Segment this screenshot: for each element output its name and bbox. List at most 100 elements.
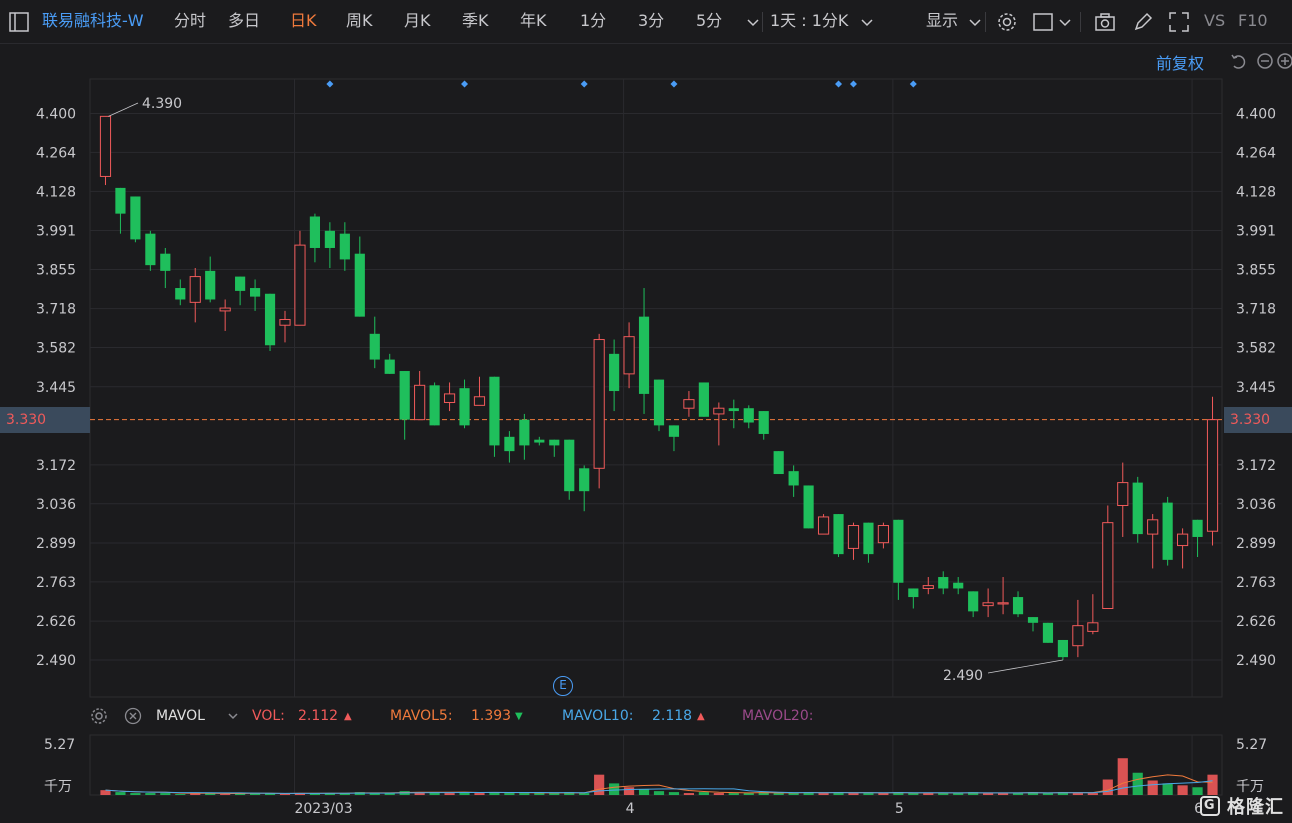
candle-body [1102,522,1114,609]
pencil-icon[interactable] [1132,11,1154,33]
volume-bar [564,792,575,795]
volume-bar [953,793,964,795]
layout-icon[interactable] [1032,11,1054,33]
camera-icon[interactable] [1094,11,1116,33]
candle-body [833,514,844,555]
candle-body [399,371,410,420]
f10-button[interactable]: F10 [1238,11,1268,30]
close-icon[interactable] [124,707,142,725]
candle-body [877,525,889,544]
volume-bar [863,793,874,795]
mavol5-line [105,774,1213,794]
candle-body [817,516,830,535]
price-tick-right: 2.899 [1236,536,1276,552]
display-menu[interactable]: 显示 [926,11,959,30]
volume-bar [369,793,380,795]
event-diamond-icon [835,80,843,88]
tab-daily-k[interactable]: 日K [290,11,317,30]
volume-bar [623,787,635,795]
volume-bar [100,790,111,795]
tab-1min[interactable]: 1分 [580,11,607,30]
stock-title[interactable]: 联易融科技-W [42,11,144,30]
tab-quarterly-k[interactable]: 季K [462,11,489,30]
tab-yearly-k[interactable]: 年K [520,11,547,30]
price-tick-left: 3.855 [36,262,76,278]
price-tick-right: 3.582 [1236,341,1276,357]
price-tick-right: 3.991 [1236,224,1276,240]
candle-body [309,216,321,248]
event-diamond-icon [580,80,588,88]
volume-bar [788,793,799,795]
mavol10-value: 2.118 [652,708,693,724]
tab-weekly-k[interactable]: 周K [346,11,373,30]
adjust-type[interactable]: 前复权 [1156,54,1205,73]
sidebar-toggle-icon[interactable] [8,11,30,33]
undo-icon[interactable] [1230,52,1248,70]
volume-bar [848,793,859,795]
candle-body [728,408,739,412]
candle-body [653,379,665,426]
volume-bar [504,793,515,795]
tab-monthly-k[interactable]: 月K [404,11,431,30]
candle-body [968,591,979,612]
toolbar: 联易融科技-W 分时 多日 日K 周K 月K 季K 年K 1分 3分 5分 1天… [0,0,1292,44]
price-tick-left: 2.626 [36,614,76,630]
volume-bar [818,793,829,795]
gear-icon[interactable] [90,707,108,725]
tab-5min[interactable]: 5分 [696,11,723,30]
volume-bar [713,793,724,795]
volume-bar [205,793,216,795]
volume-bar [474,793,485,795]
volume-bar [235,793,246,795]
price-tick-right: 4.128 [1236,184,1276,200]
candle-body [99,115,112,177]
chevron-down-icon[interactable] [742,11,764,33]
gear-icon[interactable] [996,11,1018,33]
tab-3min[interactable]: 3分 [638,11,665,30]
candle-body [668,425,680,437]
chevron-down-icon[interactable] [964,11,986,33]
zoom-out-icon[interactable] [1256,52,1274,70]
event-diamond-icon [461,80,469,88]
candle-body [623,336,635,375]
volume-bar [1087,793,1098,795]
volume-tick-left: 5.27 [44,737,75,753]
mavol10-label: MAVOL10: [562,708,634,724]
candle-body [354,253,365,317]
vs-button[interactable]: VS [1204,11,1226,30]
tab-multiday[interactable]: 多日 [228,11,261,30]
volume-bar [893,792,904,795]
volume-tick-left: 千万 [44,779,72,795]
period-select[interactable]: 1天 : 1分K [770,11,849,30]
price-tick-right: 3.718 [1236,302,1276,318]
volume-bar [997,793,1009,795]
chevron-down-icon[interactable] [856,11,878,33]
volume-bar [1072,793,1083,795]
candle-body [579,468,590,492]
zoom-in-icon[interactable] [1276,52,1292,70]
chevron-down-icon[interactable] [1054,11,1076,33]
chevron-down-icon[interactable] [224,707,242,725]
event-marker[interactable]: E [553,676,573,696]
indicator-name[interactable]: MAVOL [156,708,205,724]
volume-bar [833,792,844,795]
candle-body [1027,617,1039,623]
volume-bar [743,793,754,795]
arrow-down-icon: ▼ [515,711,523,722]
candle-body [758,411,769,434]
candle-body [953,582,964,589]
event-diamond-icon [670,80,678,88]
tab-fenshi[interactable]: 分时 [174,11,207,30]
event-diamond-icon [326,80,334,88]
candle-body [235,276,246,291]
fullscreen-icon[interactable] [1168,11,1190,33]
candle-body [564,439,575,492]
candle-body [519,419,530,446]
candle-body [893,519,904,583]
price-tick-right: 2.490 [1236,653,1276,669]
price-tick-left: 2.763 [36,575,76,591]
volume-bar [1207,774,1218,795]
volume-bar [115,792,126,795]
current-price-tag-left: 3.330 [0,407,90,433]
